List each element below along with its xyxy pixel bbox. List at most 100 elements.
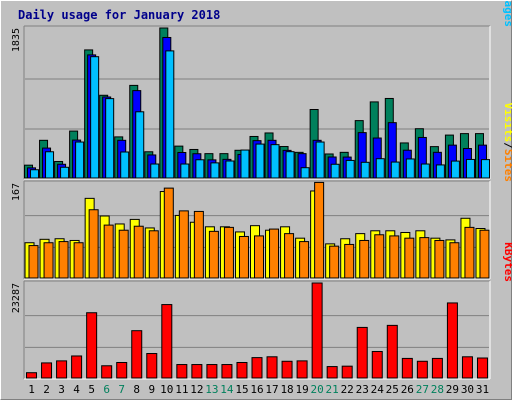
y-max-label-visits-sites: 167 (11, 183, 22, 201)
bar-sites-day-11 (178, 210, 189, 279)
bar-pages-day-31 (480, 159, 490, 179)
bar-sites-day-2 (43, 242, 54, 279)
bar-pages-day-22 (345, 159, 355, 179)
bar-sites-day-21 (329, 245, 340, 279)
bar-sites-day-7 (118, 229, 129, 279)
bar-kbytes-day-20 (311, 282, 323, 379)
bar-kbytes-day-30 (461, 356, 473, 379)
bar-kbytes-day-9 (146, 353, 158, 379)
x-tick-label-day-14: 14 (220, 383, 234, 396)
bar-kbytes-day-28 (431, 357, 443, 379)
bar-sites-day-14 (223, 226, 234, 279)
bar-kbytes-day-14 (221, 364, 233, 379)
bar-kbytes-day-29 (446, 302, 458, 379)
legend-entry: Visits (502, 103, 512, 143)
x-tick-label-day-1: 1 (28, 383, 35, 396)
bar-kbytes-day-31 (476, 357, 488, 379)
bar-pages-day-27 (420, 163, 430, 179)
bar-pages-day-9 (150, 163, 160, 179)
bar-kbytes-day-3 (56, 360, 68, 379)
bar-kbytes-day-15 (236, 361, 248, 379)
bar-kbytes-day-25 (386, 324, 398, 379)
bar-sites-day-19 (299, 241, 310, 279)
x-tick-label-day-17: 17 (265, 383, 278, 396)
x-tick-label-day-25: 25 (386, 383, 399, 396)
bar-sites-day-23 (359, 239, 370, 279)
x-tick-label-day-12: 12 (190, 383, 203, 396)
legend-hits-files-pages: Hits/Files/Pages (502, 0, 512, 27)
bar-pages-day-2 (45, 151, 55, 179)
bar-pages-day-18 (285, 151, 295, 179)
bar-sites-day-17 (269, 228, 280, 279)
x-tick-label-day-28: 28 (431, 383, 444, 396)
bar-sites-day-4 (73, 242, 84, 279)
x-tick-label-day-30: 30 (461, 383, 474, 396)
bar-pages-day-6 (105, 98, 115, 179)
bar-pages-day-20 (315, 141, 325, 179)
x-tick-label-day-31: 31 (476, 383, 489, 396)
bar-sites-day-30 (464, 226, 475, 279)
x-tick-label-day-26: 26 (401, 383, 414, 396)
bar-kbytes-day-8 (131, 330, 143, 379)
bar-pages-day-12 (195, 159, 205, 179)
x-tick-label-day-18: 18 (280, 383, 293, 396)
bar-kbytes-day-1 (26, 372, 38, 379)
bar-sites-day-12 (193, 210, 204, 279)
bar-sites-day-29 (449, 242, 460, 279)
bar-sites-day-27 (419, 237, 430, 279)
bar-pages-day-21 (330, 163, 340, 179)
bar-kbytes-day-5 (86, 312, 98, 379)
bar-pages-day-23 (360, 161, 370, 179)
bar-pages-day-30 (465, 158, 475, 179)
bar-kbytes-day-16 (251, 357, 263, 379)
bar-pages-day-25 (390, 161, 400, 179)
x-tick-label-day-24: 24 (371, 383, 385, 396)
bar-kbytes-day-21 (326, 366, 338, 379)
bar-pages-day-11 (180, 163, 190, 179)
bar-kbytes-day-24 (371, 350, 383, 379)
bar-kbytes-day-17 (266, 356, 278, 379)
bar-sites-day-16 (254, 235, 264, 279)
x-tick-label-day-3: 3 (58, 383, 65, 396)
bar-pages-day-5 (90, 56, 100, 179)
bar-pages-day-19 (300, 167, 310, 179)
bar-kbytes-day-7 (116, 361, 128, 379)
x-tick-label-day-7: 7 (118, 383, 125, 396)
legend-entry: KBytes (502, 242, 512, 282)
x-tick-label-day-4: 4 (73, 383, 80, 396)
x-tick-label-day-19: 19 (295, 383, 308, 396)
bar-pages-day-15 (240, 149, 250, 179)
bar-pages-day-1 (30, 169, 40, 179)
bar-pages-day-13 (210, 162, 220, 179)
bar-kbytes-day-12 (191, 364, 203, 379)
bar-sites-day-13 (208, 230, 219, 279)
bar-pages-day-10 (165, 50, 175, 179)
bar-kbytes-day-11 (176, 364, 188, 379)
bar-sites-day-22 (344, 243, 355, 279)
bar-kbytes-day-10 (161, 304, 173, 379)
bar-sites-day-9 (148, 230, 159, 279)
x-tick-label-day-5: 5 (88, 383, 95, 396)
x-tick-label-day-22: 22 (341, 383, 354, 396)
bar-sites-day-26 (404, 237, 415, 279)
bar-sites-day-15 (238, 235, 249, 279)
legend-entry: Sites (502, 149, 512, 182)
bar-kbytes-day-18 (281, 360, 293, 379)
bar-sites-day-18 (284, 233, 295, 279)
x-tick-label-day-2: 2 (43, 383, 50, 396)
bar-pages-day-4 (75, 141, 85, 179)
bar-sites-day-3 (58, 241, 69, 279)
bar-kbytes-day-26 (401, 357, 413, 379)
bar-sites-day-5 (88, 209, 99, 279)
x-tick-label-day-15: 15 (235, 383, 248, 396)
bar-kbytes-day-13 (206, 364, 218, 379)
bar-sites-day-28 (434, 239, 445, 279)
x-tick-label-day-16: 16 (250, 383, 263, 396)
bar-pages-day-14 (225, 160, 235, 179)
x-tick-label-day-11: 11 (175, 383, 188, 396)
bar-pages-day-28 (435, 164, 445, 179)
legend-kbytes: KBytes (502, 242, 512, 282)
bar-pages-day-3 (60, 166, 70, 179)
x-tick-label-day-8: 8 (133, 383, 140, 396)
